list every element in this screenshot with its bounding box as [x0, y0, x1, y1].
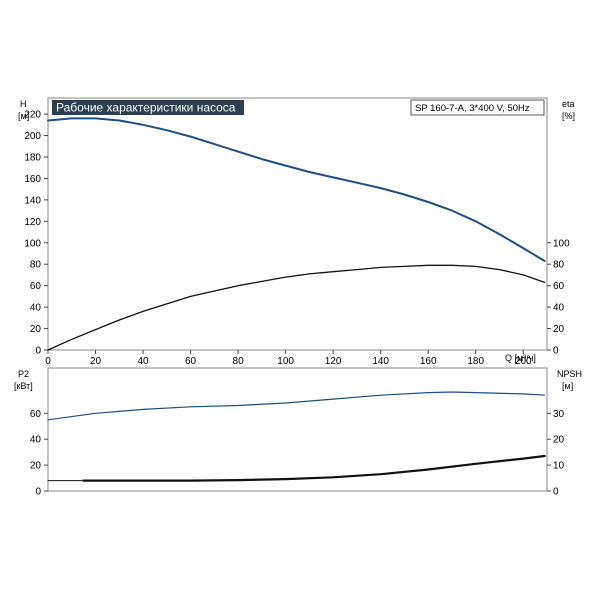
y2-tick-label: 10	[553, 461, 565, 472]
y2-tick-label: 100	[553, 238, 570, 249]
chart-title-box	[52, 100, 244, 115]
y2-axis-label-npsh: NPSH	[557, 369, 582, 379]
lower-y2-ticks: 0 10 20 30	[547, 409, 565, 498]
upper-plot-area	[47, 97, 548, 351]
lower-plot-area	[47, 367, 548, 492]
y-tick-label: 60	[30, 409, 42, 420]
y-axis-unit-power: [кВт]	[14, 381, 33, 391]
upper-y-ticks: 0 20 40 60 80 100 120 140 160 180 200 220	[24, 110, 48, 357]
pump-info-box	[410, 99, 545, 116]
x-tick-label: 160	[420, 356, 437, 367]
x-tick-label: 80	[233, 356, 245, 367]
y-tick-label: 40	[30, 435, 42, 446]
y2-tick-label: 60	[553, 281, 565, 292]
upper-series	[47, 117, 546, 351]
lower-series-line-1	[82, 454, 546, 482]
lower-y-ticks: 0 20 40 60	[30, 409, 48, 498]
y-tick-label: 160	[24, 174, 41, 185]
y2-tick-label: 20	[553, 324, 565, 335]
y2-tick-label: 20	[553, 435, 565, 446]
y2-axis-unit-npsh: [м]	[562, 381, 573, 391]
y-tick-label: 80	[30, 260, 42, 271]
y2-tick-label: 80	[553, 260, 565, 271]
lower-series-line-0	[47, 391, 546, 421]
y-tick-label: 20	[30, 461, 42, 472]
y-axis-unit-head: [м]	[18, 111, 29, 121]
upper-series-line-1	[47, 264, 546, 351]
y-tick-label: 60	[30, 281, 42, 292]
y-tick-label: 100	[24, 238, 41, 249]
y-tick-label: 140	[24, 195, 41, 206]
y2-tick-label: 0	[553, 487, 559, 498]
y2-tick-label: 30	[553, 409, 565, 420]
x-tick-label: 140	[372, 356, 389, 367]
pump-info-label: SP 160-7-A, 3*400 V, 50Hz	[415, 103, 530, 114]
y-tick-label: 20	[30, 324, 42, 335]
upper-x-ticks: 0 20 40 60 80 100 120 140 160 180 200	[45, 350, 532, 367]
y-tick-label: 120	[24, 217, 41, 228]
y-tick-label: 220	[24, 110, 41, 121]
lower-series	[47, 391, 546, 482]
x-tick-label: 180	[467, 356, 484, 367]
x-tick-label: 200	[515, 356, 532, 367]
y2-tick-label: 40	[553, 303, 565, 314]
x-tick-label: 100	[277, 356, 294, 367]
y-axis-label-head: H	[20, 99, 27, 109]
upper-series-line-0	[47, 117, 546, 262]
x-tick-label: 20	[90, 356, 102, 367]
upper-y2-ticks: 0 20 40 60 80 100	[547, 238, 570, 357]
chart-title: Рабочие характеристики насоса	[56, 101, 236, 115]
y-tick-label: 0	[35, 346, 41, 357]
x-tick-label: 120	[325, 356, 342, 367]
x-tick-label: 0	[45, 356, 51, 367]
y2-tick-label: 0	[553, 346, 559, 357]
y-tick-label: 0	[35, 487, 41, 498]
x-axis-label-flow: Q [м³/ч]	[505, 353, 536, 363]
y2-axis-label-eta: eta	[562, 99, 575, 109]
x-tick-label: 60	[185, 356, 197, 367]
y-axis-label-power: P2	[18, 369, 29, 379]
y-tick-label: 40	[30, 303, 42, 314]
y-tick-label: 180	[24, 152, 41, 163]
y2-axis-unit-eta: [%]	[562, 111, 575, 121]
x-tick-label: 40	[137, 356, 149, 367]
y-tick-label: 200	[24, 131, 41, 142]
lower-panel: P2 [кВт] NPSH [м] 0 20 40 60 0 10 20 30	[14, 367, 582, 498]
upper-panel: Рабочие характеристики насоса SP 160-7-A…	[18, 97, 575, 367]
